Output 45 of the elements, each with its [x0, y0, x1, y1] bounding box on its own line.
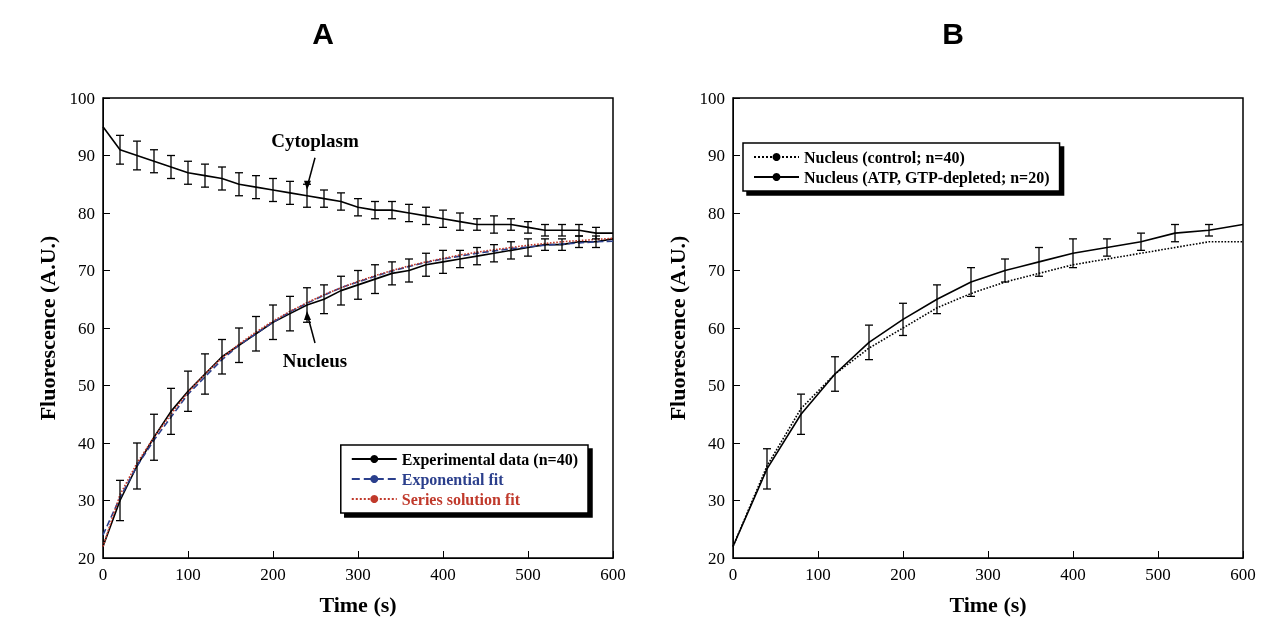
y-tick-label: 70: [708, 261, 725, 280]
x-tick-label: 600: [1230, 565, 1256, 584]
x-tick-label: 100: [175, 565, 201, 584]
legend-label: Series solution fit: [401, 490, 521, 508]
y-tick-label: 50: [708, 376, 725, 395]
x-tick-label: 500: [1145, 565, 1171, 584]
x-tick-label: 300: [345, 565, 371, 584]
y-tick-label: 30: [708, 491, 725, 510]
y-tick-label: 20: [708, 548, 725, 568]
y-axis-title: Fluorescence (A.U.): [34, 235, 60, 421]
y-tick-label: 90: [708, 146, 725, 165]
annotation: Cytoplasm: [271, 130, 359, 152]
x-tick-label: 500: [515, 565, 541, 584]
x-tick-label: 600: [600, 565, 626, 584]
x-tick-label: 0: [728, 565, 738, 584]
x-tick-label: 0: [98, 565, 108, 584]
y-tick-label: 80: [78, 203, 95, 223]
y-tick-label: 30: [78, 491, 95, 510]
x-tick-label: 400: [1060, 565, 1086, 584]
legend-label: Exponential fit: [401, 470, 505, 489]
legend-label: Nucleus (control; n=40): [804, 148, 965, 167]
legend-label: Nucleus (ATP, GTP-depleted; n=20): [804, 168, 1050, 187]
y-tick-label: 70: [78, 261, 95, 280]
x-tick-label: 200: [260, 565, 286, 584]
y-tick-label: 20: [78, 548, 95, 568]
y-tick-label: 100: [69, 88, 95, 108]
y-tick-label: 40: [78, 433, 95, 453]
y-tick-label: 60: [708, 318, 725, 338]
chart-title: B: [942, 16, 964, 50]
y-tick-label: 100: [699, 88, 725, 108]
y-tick-label: 80: [708, 203, 725, 223]
x-axis-title: Time (s): [319, 591, 397, 617]
y-tick-label: 40: [708, 433, 725, 453]
x-tick-label: 400: [430, 565, 456, 584]
y-tick-label: 50: [78, 376, 95, 395]
legend-label: Experimental data (n=40): [401, 450, 578, 469]
chart-title: A: [312, 16, 334, 50]
y-tick-label: 60: [78, 318, 95, 338]
x-tick-label: 200: [890, 565, 916, 584]
x-tick-label: 300: [975, 565, 1001, 584]
annotation: Nucleus: [282, 349, 348, 371]
x-tick-label: 100: [805, 565, 831, 584]
y-axis-title: Fluorescence (A.U.): [664, 235, 690, 421]
y-tick-label: 90: [78, 146, 95, 165]
x-axis-title: Time (s): [949, 591, 1027, 617]
